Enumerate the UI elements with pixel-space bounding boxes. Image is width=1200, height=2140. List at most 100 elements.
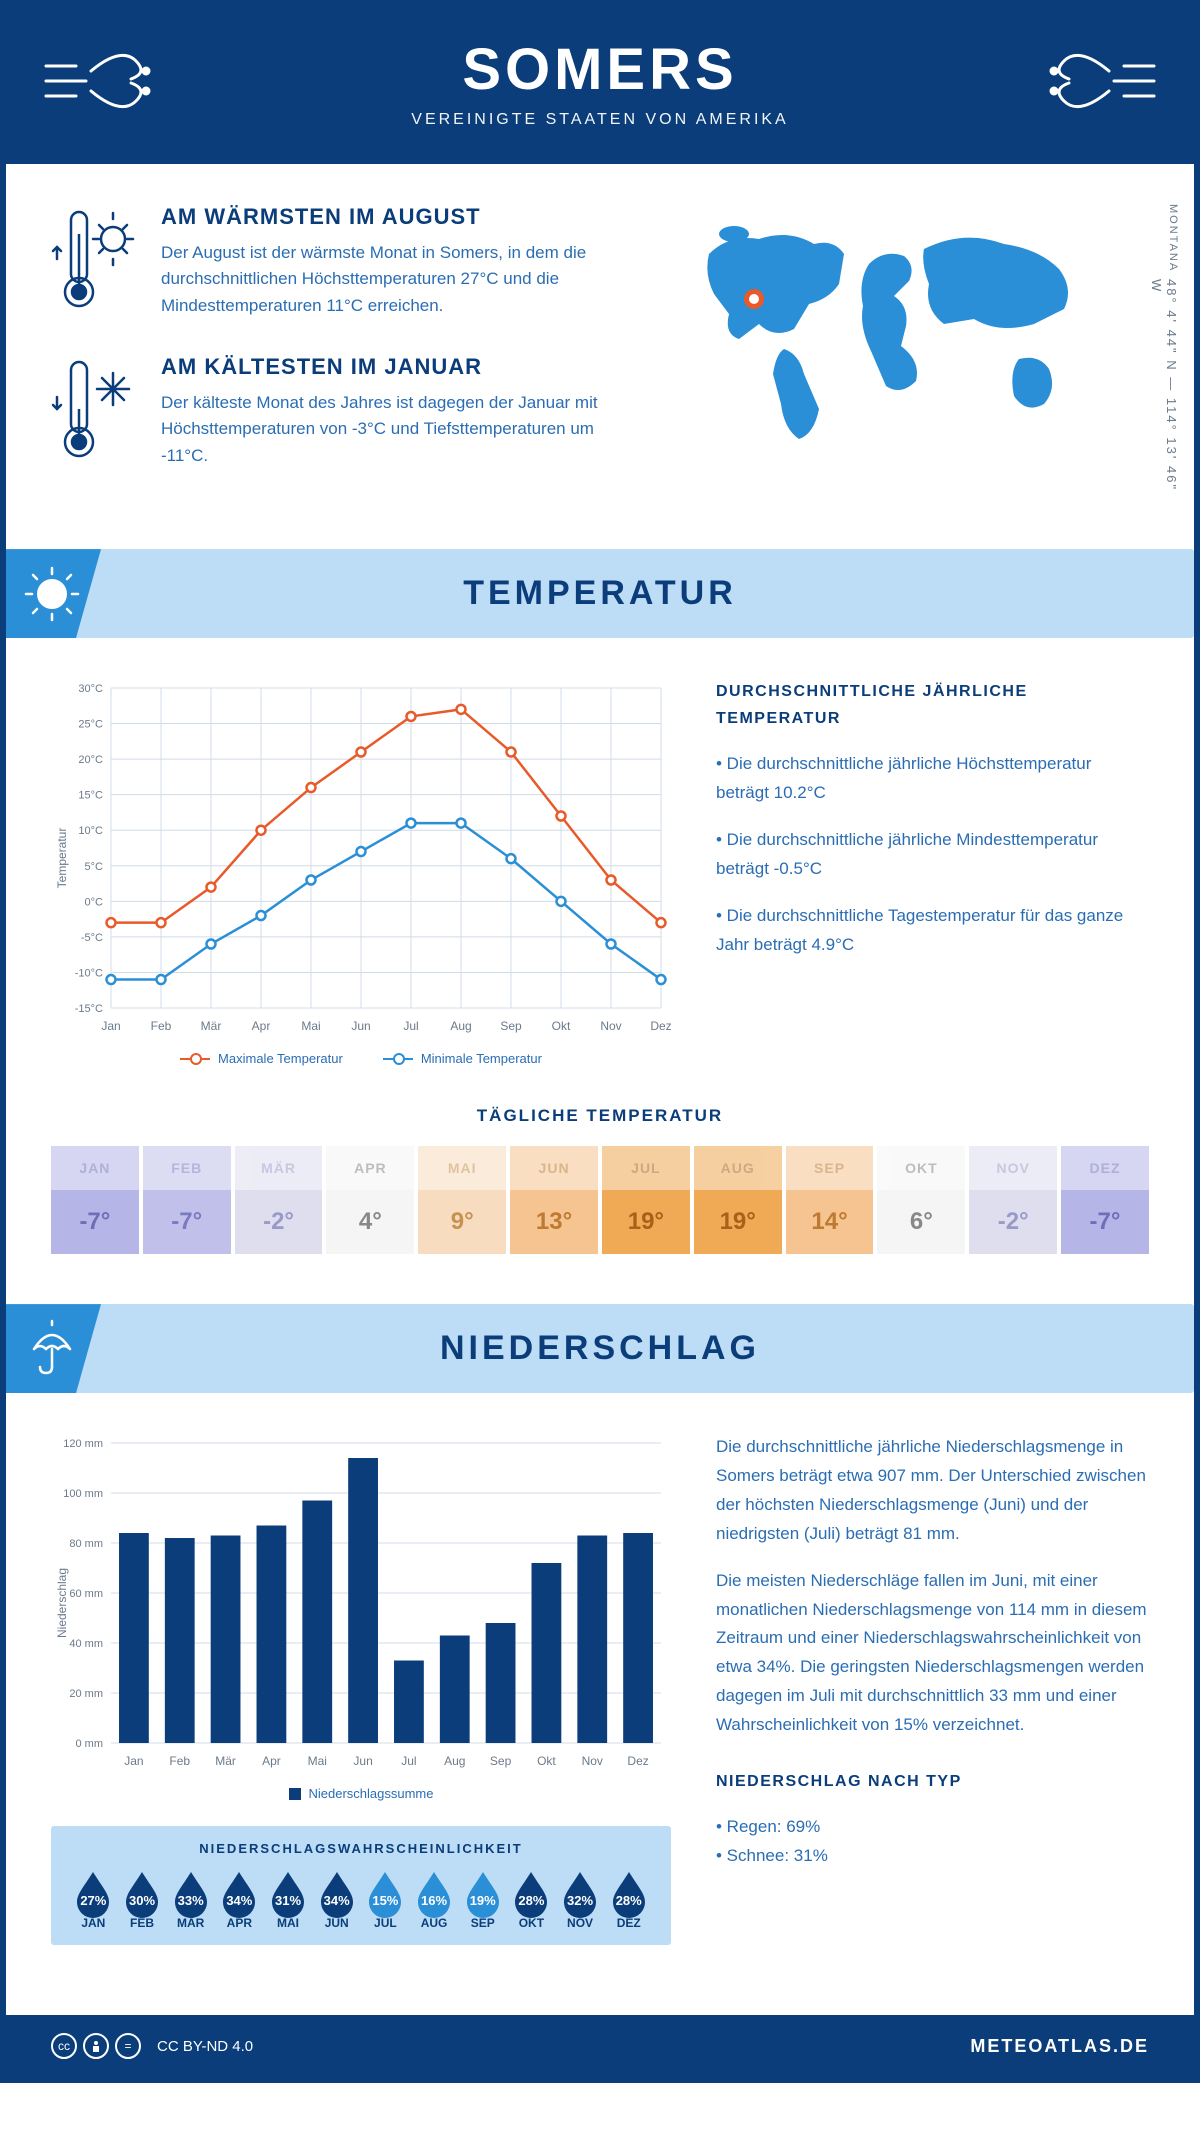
svg-text:Mai: Mai	[308, 1754, 327, 1768]
svg-text:Niederschlag: Niederschlag	[55, 1568, 69, 1638]
header: SOMERS VEREINIGTE STAATEN VON AMERIKA	[6, 6, 1194, 164]
probability-box: NIEDERSCHLAGSWAHRSCHEINLICHKEIT 27%JAN30…	[51, 1826, 671, 1945]
warmest-text: Der August ist der wärmste Monat in Some…	[161, 240, 639, 319]
section-title: NIEDERSCHLAG	[31, 1329, 1169, 1368]
region-label: MONTANA	[1167, 204, 1179, 272]
temp-legend: .legend span:nth-child(1) .sw::after{bor…	[51, 1051, 671, 1066]
probability-drop: 32%NOV	[556, 1868, 605, 1930]
coldest-title: AM KÄLTESTEN IM JANUAR	[161, 354, 639, 380]
svg-text:25°C: 25°C	[78, 719, 103, 731]
svg-text:100 mm: 100 mm	[63, 1488, 103, 1500]
svg-text:Aug: Aug	[444, 1754, 465, 1768]
section-title: TEMPERATUR	[31, 574, 1169, 613]
infographic-frame: SOMERS VEREINIGTE STAATEN VON AMERIKA	[0, 0, 1200, 2083]
sun-icon	[22, 564, 82, 624]
svg-text:Dez: Dez	[650, 1019, 671, 1033]
coordinates: 48° 4' 44" N — 114° 13' 46" W	[1149, 279, 1179, 504]
svg-text:Nov: Nov	[582, 1754, 603, 1768]
svg-text:-5°C: -5°C	[81, 932, 103, 944]
svg-text:Feb: Feb	[151, 1019, 172, 1033]
svg-text:Apr: Apr	[262, 1754, 281, 1768]
svg-text:40 mm: 40 mm	[69, 1638, 103, 1650]
svg-text:Sep: Sep	[490, 1754, 512, 1768]
probability-drop: 15%JUL	[361, 1868, 410, 1930]
temp-cell: FEB-7°	[143, 1146, 231, 1254]
svg-text:Sep: Sep	[500, 1019, 522, 1033]
temp-cell: MÄR-2°	[235, 1146, 323, 1254]
coldest-text: Der kälteste Monat des Jahres ist dagege…	[161, 390, 639, 469]
nd-icon: =	[115, 2033, 141, 2059]
svg-text:60 mm: 60 mm	[69, 1588, 103, 1600]
by-icon	[83, 2033, 109, 2059]
warmest-fact: AM WÄRMSTEN IM AUGUST Der August ist der…	[51, 204, 639, 319]
temp-summary: DURCHSCHNITTLICHE JÄHRLICHE TEMPERATUR •…	[716, 678, 1149, 1066]
warmest-title: AM WÄRMSTEN IM AUGUST	[161, 204, 639, 230]
section-temperature: TEMPERATUR	[6, 549, 1194, 638]
temp-cell: AUG19°	[694, 1146, 782, 1254]
svg-text:Jul: Jul	[403, 1019, 418, 1033]
probability-drop: 19%SEP	[458, 1868, 507, 1930]
svg-text:Jan: Jan	[124, 1754, 143, 1768]
thermometer-cold-icon	[51, 354, 136, 464]
svg-text:30°C: 30°C	[78, 683, 103, 695]
source: METEOATLAS.DE	[970, 2036, 1149, 2057]
svg-text:Apr: Apr	[252, 1019, 271, 1033]
cc-icon: cc	[51, 2033, 77, 2059]
svg-text:15°C: 15°C	[78, 790, 103, 802]
svg-text:80 mm: 80 mm	[69, 1538, 103, 1550]
svg-text:Mai: Mai	[301, 1019, 320, 1033]
daily-temp-table: JAN-7°FEB-7°MÄR-2°APR4°MAI9°JUN13°JUL19°…	[51, 1146, 1149, 1254]
probability-drop: 27%JAN	[69, 1868, 118, 1930]
svg-text:0 mm: 0 mm	[76, 1738, 104, 1750]
probability-drop: 28%OKT	[507, 1868, 556, 1930]
temp-cell: JUL19°	[602, 1146, 690, 1254]
temp-cell: OKT6°	[877, 1146, 965, 1254]
license: cc = CC BY-ND 4.0	[51, 2033, 253, 2059]
page-subtitle: VEREINIGTE STAATEN VON AMERIKA	[26, 111, 1174, 129]
svg-text:10°C: 10°C	[78, 825, 103, 837]
svg-text:Feb: Feb	[169, 1754, 190, 1768]
probability-drop: 30%FEB	[118, 1868, 167, 1930]
daily-temp-heading: TÄGLICHE TEMPERATUR	[51, 1106, 1149, 1126]
temperature-chart: -15°C -10°C -5°C 0°C 5°C 10°C 15°C 20°C 25°C 30°C…	[51, 678, 671, 1038]
coldest-fact: AM KÄLTESTEN IM JANUAR Der kälteste Mona…	[51, 354, 639, 469]
probability-drop: 33%MÄR	[166, 1868, 215, 1930]
svg-text:20 mm: 20 mm	[69, 1688, 103, 1700]
svg-text:-10°C: -10°C	[75, 968, 103, 980]
temp-cell: NOV-2°	[969, 1146, 1057, 1254]
svg-text:20°C: 20°C	[78, 754, 103, 766]
temp-cell: DEZ-7°	[1061, 1146, 1149, 1254]
precip-summary: Die durchschnittliche jährliche Niedersc…	[716, 1433, 1149, 1945]
temp-cell: MAI9°	[418, 1146, 506, 1254]
svg-text:0°C: 0°C	[85, 896, 104, 908]
svg-text:5°C: 5°C	[85, 861, 104, 873]
svg-text:Okt: Okt	[537, 1754, 556, 1768]
umbrella-icon	[22, 1319, 82, 1379]
svg-text:Nov: Nov	[600, 1019, 621, 1033]
svg-text:-15°C: -15°C	[75, 1003, 103, 1015]
world-map: MONTANA 48° 4' 44" N — 114° 13' 46" W	[679, 204, 1149, 504]
temp-cell: JUN13°	[510, 1146, 598, 1254]
probability-drop: 16%AUG	[410, 1868, 459, 1930]
footer: cc = CC BY-ND 4.0 METEOATLAS.DE	[6, 2015, 1194, 2077]
temp-cell: JAN-7°	[51, 1146, 139, 1254]
svg-text:Jun: Jun	[353, 1754, 372, 1768]
precipitation-chart: 0 mm20 mm40 mm60 mm80 mm100 mm120 mmJanF…	[51, 1433, 671, 1773]
svg-text:Jan: Jan	[101, 1019, 120, 1033]
temp-cell: APR4°	[326, 1146, 414, 1254]
svg-text:Okt: Okt	[552, 1019, 571, 1033]
svg-text:Mär: Mär	[215, 1754, 236, 1768]
probability-drop: 34%APR	[215, 1868, 264, 1930]
temp-cell: SEP14°	[786, 1146, 874, 1254]
probability-drop: 34%JUN	[312, 1868, 361, 1930]
svg-text:Jul: Jul	[401, 1754, 416, 1768]
svg-text:Aug: Aug	[450, 1019, 471, 1033]
svg-text:Temperatur: Temperatur	[55, 828, 69, 889]
probability-drop: 28%DEZ	[604, 1868, 653, 1930]
precip-legend: Niederschlagssumme	[51, 1786, 671, 1801]
page-title: SOMERS	[26, 36, 1174, 103]
svg-text:Dez: Dez	[627, 1754, 648, 1768]
svg-text:Mär: Mär	[201, 1019, 222, 1033]
probability-drop: 31%MAI	[264, 1868, 313, 1930]
svg-text:Jun: Jun	[351, 1019, 370, 1033]
